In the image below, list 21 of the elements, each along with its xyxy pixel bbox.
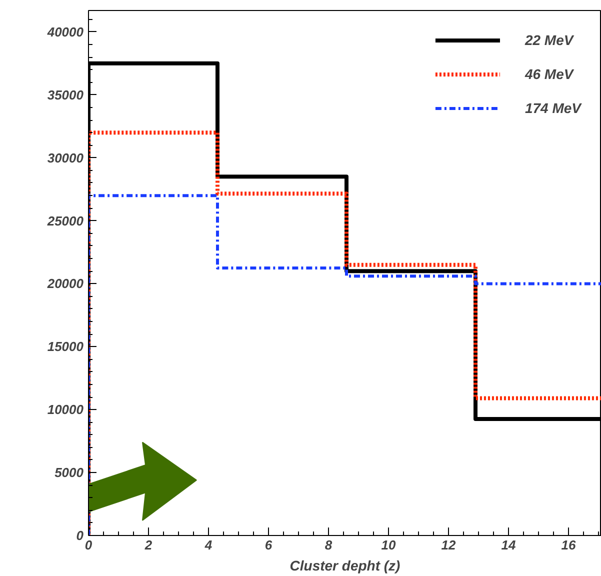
x-tick-label: 4 (204, 538, 213, 552)
x-axis-title: Cluster depht (z) (290, 558, 401, 574)
legend-label: 174 MeV (524, 100, 581, 116)
y-tick-label: 0 (76, 528, 84, 543)
x-tick-label: 8 (324, 538, 333, 552)
x-tick-label: 14 (501, 538, 516, 552)
legend-label: 46 MeV (524, 66, 574, 82)
x-tick-label: 10 (381, 538, 396, 552)
x-tick-label: 6 (264, 538, 273, 552)
y-tick-label: 35000 (47, 87, 84, 102)
y-tick-label: 40000 (46, 24, 84, 40)
y-tick-label: 5000 (54, 465, 84, 480)
legend-label: 22 MeV (524, 32, 574, 48)
y-tick-label: 15000 (47, 339, 84, 354)
x-tick-label: 2 (144, 538, 153, 552)
y-tick-label: 20000 (46, 276, 84, 292)
x-tick-label: 12 (441, 538, 456, 552)
y-tick-label: 10000 (47, 402, 84, 418)
y-tick-label: 25000 (46, 213, 84, 228)
y-tick-label: 30000 (47, 150, 84, 166)
x-tick-label: 16 (561, 538, 576, 552)
